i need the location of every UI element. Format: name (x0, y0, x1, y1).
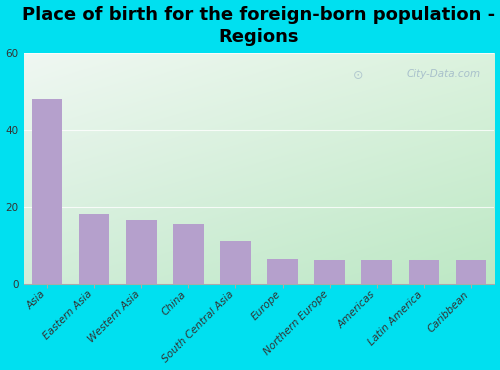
Title: Place of birth for the foreign-born population -
Regions: Place of birth for the foreign-born popu… (22, 6, 496, 46)
Bar (220, 241, 251, 283)
Bar (314, 260, 345, 283)
Bar (32, 99, 62, 283)
Bar (173, 224, 204, 283)
Bar (408, 260, 439, 283)
Bar (267, 259, 298, 283)
Bar (126, 220, 156, 283)
Bar (362, 260, 392, 283)
Bar (456, 260, 486, 283)
Text: ⊙: ⊙ (353, 69, 364, 82)
Text: City-Data.com: City-Data.com (406, 69, 480, 79)
Bar (79, 214, 110, 283)
